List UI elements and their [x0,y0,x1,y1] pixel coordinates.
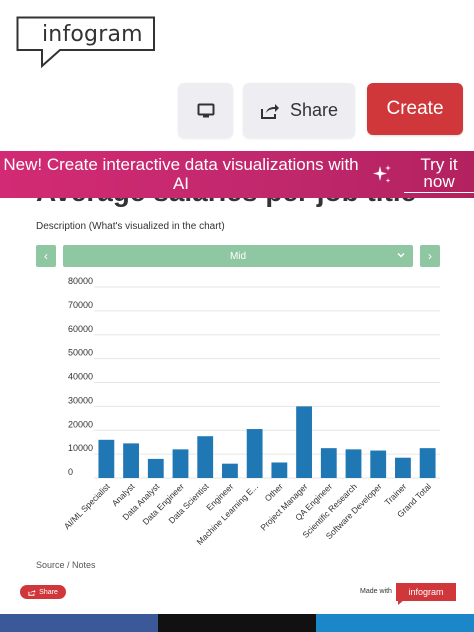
bar[interactable] [419,448,436,478]
y-tick-label: 40000 [68,372,93,382]
y-tick-label: 30000 [68,395,93,405]
monitor-icon [197,103,214,117]
bar[interactable] [246,429,263,478]
made-with-label: Made with [360,588,392,595]
y-tick-label: 10000 [68,443,93,453]
bar[interactable] [395,457,411,478]
chevron-down-icon [397,253,405,258]
x-tick-label: AI/ML Specialist [62,481,112,531]
bar[interactable] [296,406,312,478]
infogram-logo[interactable]: infogram [16,16,158,70]
share-button[interactable]: Share [243,83,355,138]
chart-description: Description (What's visualized in the ch… [36,221,225,232]
logo-speech-bubble-icon [16,16,155,69]
bar[interactable] [147,458,164,478]
bar[interactable] [172,449,189,478]
linkedin-share-bar[interactable] [316,614,474,632]
y-tick-label: 70000 [68,300,93,310]
bar[interactable] [123,443,139,478]
next-filter-button[interactable]: › [420,245,440,267]
x-tick-label: Other [263,481,285,503]
badge-tail [398,600,404,605]
facebook-share-bar[interactable] [0,614,158,632]
share-icon [260,103,279,119]
promo-banner[interactable]: New! Create interactive data visualizati… [0,151,474,198]
y-tick-label: 60000 [68,324,93,334]
share-small-label: Share [39,588,58,596]
bar[interactable] [197,436,214,478]
cta-underline [404,192,474,193]
filter-selected-value: Mid [229,250,247,262]
chevron-right-icon: › [428,249,432,263]
y-axis-ticks: 80000 70000 60000 50000 40000 30000 20000 10000… [68,276,93,477]
chart-bars [98,406,436,478]
logo-text: infogram [42,22,143,47]
y-tick-label: 80000 [68,276,93,286]
chart-gridlines [94,286,440,479]
y-tick-label: 20000 [68,419,93,429]
bar[interactable] [345,449,362,478]
chevron-left-icon: ‹ [44,249,48,263]
share-small-button[interactable]: Share [20,585,66,599]
share-small-icon [28,589,36,596]
bar[interactable] [370,450,387,478]
try-it-now-link[interactable]: Try it now [420,155,458,191]
bar[interactable] [98,439,115,478]
previous-filter-button[interactable]: ‹ [36,245,56,267]
bar[interactable] [271,462,288,478]
bar[interactable] [222,463,238,478]
y-tick-label: 50000 [68,348,93,358]
x-share-bar[interactable] [158,614,316,632]
filter-dropdown[interactable]: Mid [63,245,413,267]
made-with-infogram-badge[interactable]: infogram [396,583,456,601]
fullscreen-button[interactable] [178,83,233,138]
create-button[interactable]: Create [367,83,463,135]
banner-text: New! Create interactive data visualizati… [3,155,359,193]
y-tick-label: 0 [68,467,73,477]
bar[interactable] [320,448,337,478]
sparkle-icon [373,165,391,183]
source-notes: Source / Notes [36,560,96,570]
share-button-label: Share [289,100,339,120]
